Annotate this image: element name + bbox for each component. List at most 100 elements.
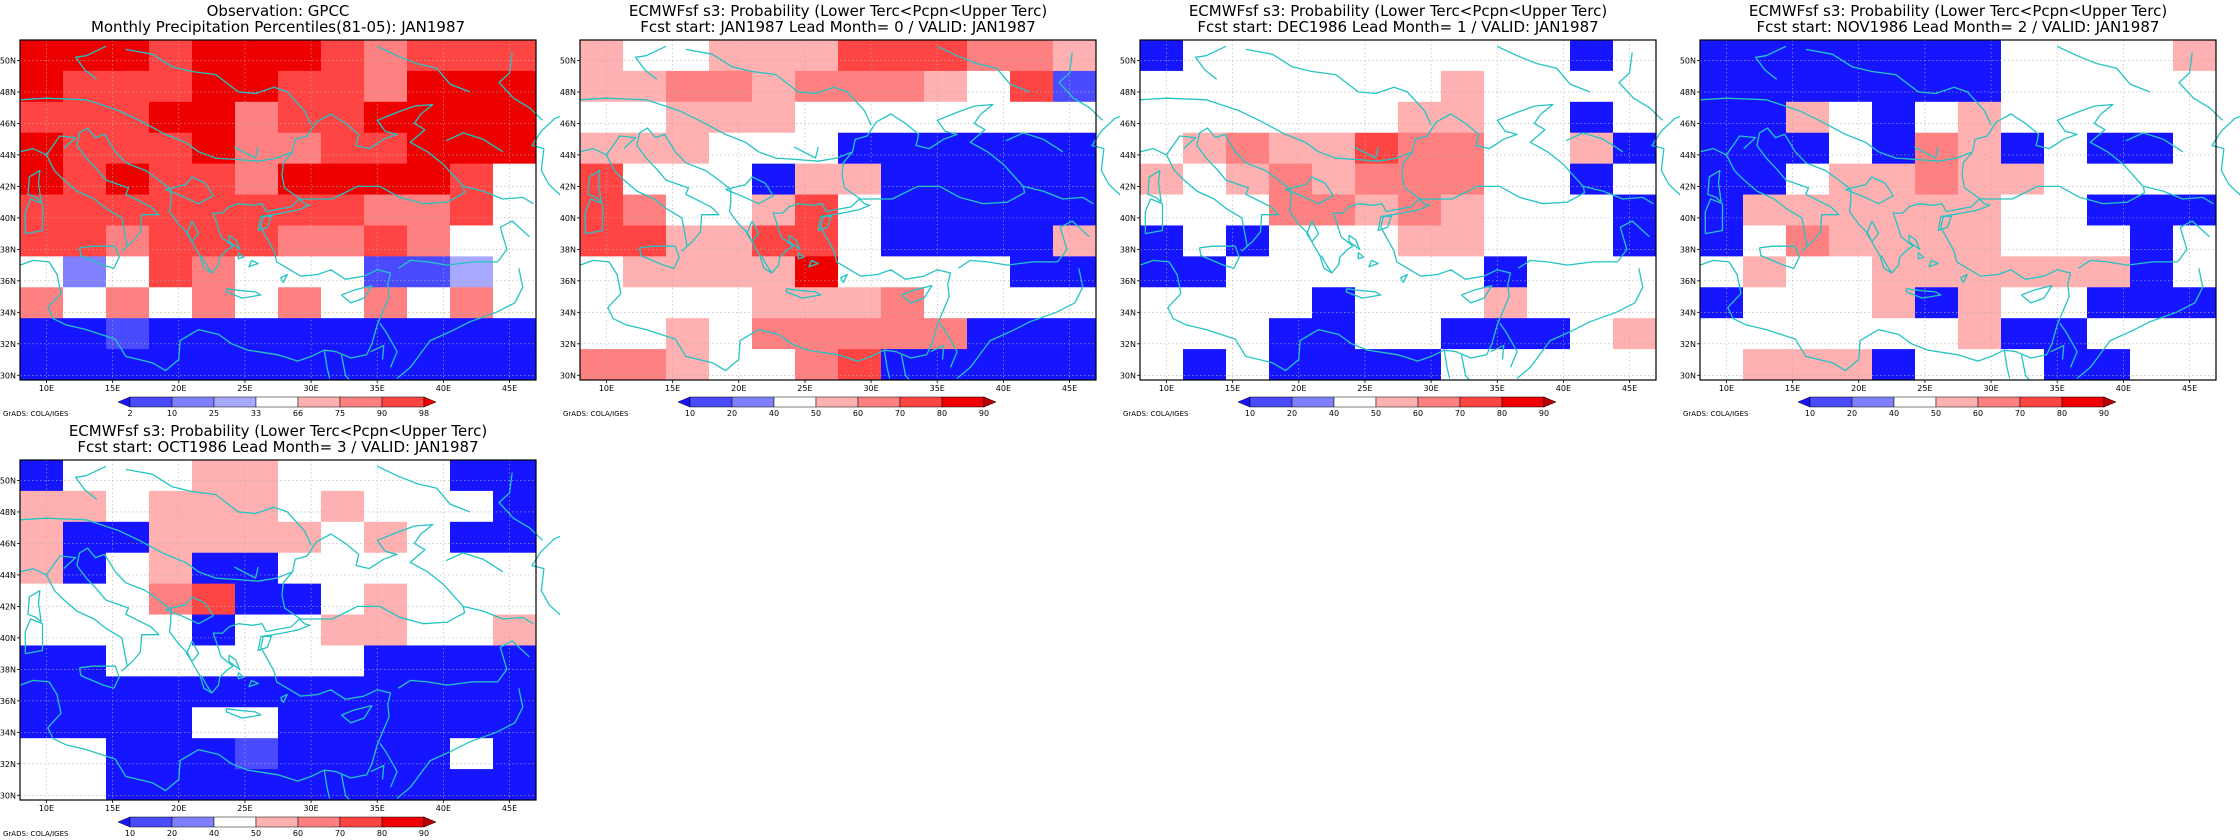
colorbar-label: 80 <box>377 829 387 838</box>
grid-cell <box>1613 40 1657 72</box>
grid-cell <box>1872 163 1916 195</box>
grid-cell <box>1140 40 1184 72</box>
grid-cell <box>1829 132 1873 165</box>
grid-cell <box>2001 287 2045 319</box>
coastline <box>1617 220 1650 263</box>
grid-cell <box>1183 132 1227 165</box>
grid-cell <box>321 583 365 615</box>
grid-cell <box>149 552 193 585</box>
grid-cell <box>795 318 839 350</box>
lat-tick-label: 46N <box>560 119 576 128</box>
grid-cell <box>235 738 279 770</box>
colorbar-label: 10 <box>167 409 177 418</box>
grid-cell <box>192 256 236 288</box>
grid-cell <box>149 318 193 350</box>
colorbar-segment <box>689 396 733 408</box>
map-frame <box>19 459 537 801</box>
coastline <box>2078 259 2178 269</box>
grid-cell <box>881 287 925 319</box>
lon-tick-label: 30E <box>1423 384 1438 393</box>
grid-cell <box>2001 163 2045 195</box>
grid-cell <box>967 132 1011 165</box>
grid-cell <box>2087 163 2131 195</box>
grid-cell <box>623 132 667 165</box>
grid-cell <box>1183 349 1227 381</box>
grid-cell <box>2087 194 2131 226</box>
grid-cell <box>20 70 64 103</box>
lat-tick-label: 42N <box>560 182 576 191</box>
grid-cell <box>2173 349 2217 381</box>
grid-cell <box>1570 194 1614 226</box>
grid-cell <box>1872 287 1916 319</box>
grid-cell <box>795 225 839 257</box>
coastline <box>788 234 801 251</box>
grid-cell <box>63 101 107 134</box>
grid-cell <box>106 40 150 72</box>
grid-cell <box>1484 287 1528 319</box>
grid-cell <box>2130 318 2174 350</box>
grid-cell <box>924 194 968 226</box>
grid-cell <box>1398 287 1442 319</box>
colorbar-label: 90 <box>377 409 387 418</box>
grid-cell <box>63 490 107 523</box>
grid-cell <box>1613 318 1657 350</box>
grid-cell <box>967 287 1011 319</box>
grid-cell <box>493 460 537 492</box>
grid-cell <box>1958 318 2002 350</box>
coastline <box>396 688 524 799</box>
coastline <box>1147 169 1162 203</box>
coastline <box>445 132 504 153</box>
coastline <box>1144 198 1164 235</box>
grid-cell <box>924 225 968 257</box>
grid-cell <box>1570 40 1614 72</box>
coastline <box>1905 288 1942 299</box>
lat-tick-label: 38N <box>1680 245 1696 254</box>
lon-tick-label: 45E <box>1622 384 1637 393</box>
grid-cell <box>838 70 882 103</box>
coastline <box>19 547 392 792</box>
grid-cell <box>407 769 451 801</box>
grid-cell <box>2044 225 2088 257</box>
lon-tick-label: 20E <box>171 384 186 393</box>
grid-cell <box>321 318 365 350</box>
grid-cell <box>623 287 667 319</box>
grid-cell <box>1613 349 1657 381</box>
grid-cell <box>1312 70 1356 103</box>
lat-tick-label: 48N <box>1680 88 1696 97</box>
coastline <box>1285 176 1334 205</box>
grid-cell <box>881 194 925 226</box>
grid-cell <box>20 194 64 226</box>
colorbar-right-arrow <box>2103 396 2117 408</box>
coastline <box>19 517 293 582</box>
grid-cell <box>924 70 968 103</box>
grid-cell <box>2173 70 2217 103</box>
lat-tick-label: 50N <box>1120 56 1136 65</box>
colorbar-segment <box>1375 396 1419 408</box>
grid-cell <box>149 70 193 103</box>
grid-cell <box>1140 349 1184 381</box>
grid-cell <box>1010 132 1054 165</box>
lon-tick-label: 25E <box>1917 384 1932 393</box>
grid-cell <box>1312 256 1356 288</box>
coastline <box>74 45 107 80</box>
coastline <box>1198 245 1240 269</box>
colorbar-left-arrow <box>117 396 131 408</box>
grid-cells <box>20 460 537 801</box>
coastline <box>498 472 544 541</box>
grid-cell <box>2044 287 2088 319</box>
coastline <box>341 284 373 304</box>
grid-cell <box>1140 132 1184 165</box>
grid-cell <box>493 614 537 646</box>
grid-cell <box>321 225 365 257</box>
colorbar-segment <box>381 396 425 408</box>
colorbar: 10 20 40 50 60 70 80 90 <box>1237 396 1557 418</box>
grid-cell <box>106 101 150 134</box>
grid-cell <box>1398 349 1442 381</box>
coastline <box>1358 86 1432 126</box>
coastline <box>323 349 331 379</box>
grid-cell <box>1053 225 1097 257</box>
colorbar-label: 70 <box>895 409 905 418</box>
grid-cell <box>838 163 882 195</box>
grid-cell <box>1527 132 1571 165</box>
coastline <box>248 259 259 268</box>
